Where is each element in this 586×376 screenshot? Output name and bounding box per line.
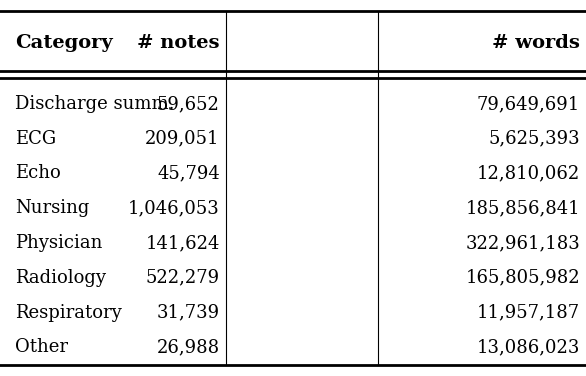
- Text: ECG: ECG: [15, 130, 56, 148]
- Text: 79,649,691: 79,649,691: [477, 95, 580, 113]
- Text: 13,086,023: 13,086,023: [477, 338, 580, 356]
- Text: 522,279: 522,279: [146, 269, 220, 287]
- Text: Radiology: Radiology: [15, 269, 105, 287]
- Text: Discharge summ.: Discharge summ.: [15, 95, 174, 113]
- Text: 26,988: 26,988: [156, 338, 220, 356]
- Text: # words: # words: [492, 34, 580, 52]
- Text: 5,625,393: 5,625,393: [489, 130, 580, 148]
- Text: 45,794: 45,794: [157, 164, 220, 182]
- Text: 11,957,187: 11,957,187: [477, 303, 580, 321]
- Text: Nursing: Nursing: [15, 199, 89, 217]
- Text: 141,624: 141,624: [145, 234, 220, 252]
- Text: Physician: Physician: [15, 234, 102, 252]
- Text: 185,856,841: 185,856,841: [465, 199, 580, 217]
- Text: Echo: Echo: [15, 164, 60, 182]
- Text: Other: Other: [15, 338, 67, 356]
- Text: 322,961,183: 322,961,183: [465, 234, 580, 252]
- Text: 59,652: 59,652: [157, 95, 220, 113]
- Text: 12,810,062: 12,810,062: [477, 164, 580, 182]
- Text: 1,046,053: 1,046,053: [128, 199, 220, 217]
- Text: Respiratory: Respiratory: [15, 303, 121, 321]
- Text: 209,051: 209,051: [145, 130, 220, 148]
- Text: 165,805,982: 165,805,982: [465, 269, 580, 287]
- Text: Category: Category: [15, 34, 113, 52]
- Text: 31,739: 31,739: [156, 303, 220, 321]
- Text: # notes: # notes: [137, 34, 220, 52]
